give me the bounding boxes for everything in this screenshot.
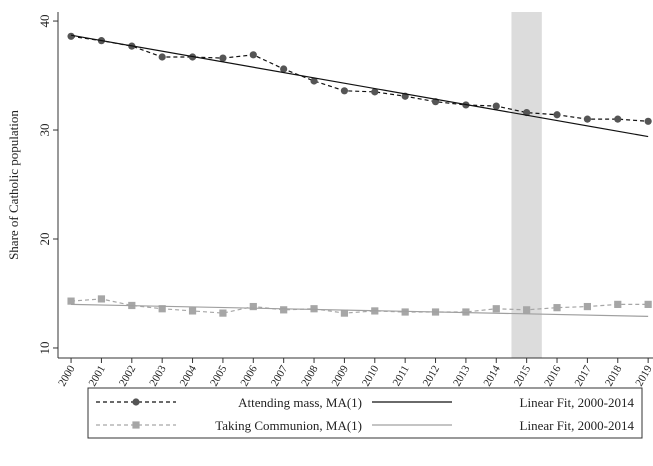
shaded-region <box>511 12 542 358</box>
series-line <box>70 35 649 122</box>
data-point <box>583 302 591 311</box>
data-point <box>158 305 166 313</box>
x-tick-label: 2000 <box>56 363 78 388</box>
y-tick-label: 40 <box>37 15 52 28</box>
series-line <box>71 298 649 314</box>
data-point <box>644 117 652 125</box>
data-point <box>583 115 591 123</box>
data-point <box>67 32 75 40</box>
y-tick-label: 20 <box>37 232 52 245</box>
data-point <box>523 306 531 314</box>
x-tick-label: 2015 <box>512 363 534 388</box>
x-tick-label: 2007 <box>269 363 291 388</box>
data-point <box>310 77 318 85</box>
y-tick-label: 30 <box>37 124 52 137</box>
data-point <box>188 307 197 315</box>
y-tick-label: 10 <box>37 341 52 354</box>
data-point <box>644 300 652 308</box>
x-tick-label: 2011 <box>391 364 412 389</box>
x-tick-label: 2016 <box>542 363 564 388</box>
data-point <box>553 304 561 312</box>
data-point <box>219 309 227 317</box>
legend-label: Linear Fit, 2000-2014 <box>520 395 635 410</box>
x-tick-label: 2013 <box>451 363 473 388</box>
data-point <box>249 51 257 59</box>
data-point <box>614 300 622 308</box>
data-point <box>553 111 561 119</box>
legend-box <box>87 387 643 439</box>
x-tick-label: 2003 <box>147 363 169 388</box>
data-point <box>492 102 500 110</box>
x-tick-label: 2001 <box>87 364 108 389</box>
y-axis-label: Share of Catholic population <box>6 110 21 260</box>
data-point <box>219 54 227 62</box>
x-tick-label: 2017 <box>573 363 595 388</box>
data-point <box>492 305 500 313</box>
x-tick-label: 2005 <box>208 363 230 388</box>
legend-marker <box>132 421 140 429</box>
data-point <box>371 88 379 96</box>
series-line <box>71 303 649 317</box>
data-point <box>340 309 349 317</box>
x-tick-label: 2002 <box>117 364 138 389</box>
x-tick-label: 2019 <box>633 363 653 388</box>
series-line <box>70 34 649 138</box>
data-point <box>158 53 166 61</box>
data-point <box>97 295 106 303</box>
data-point <box>614 115 622 123</box>
legend-label: Taking Communion, MA(1) <box>215 418 362 433</box>
data-point <box>340 87 349 95</box>
x-tick-label: 2018 <box>603 363 625 388</box>
legend-label: Attending mass, MA(1) <box>238 395 362 410</box>
legend-marker <box>132 398 140 406</box>
x-tick-label: 2004 <box>178 363 200 388</box>
data-point <box>280 306 288 314</box>
x-tick-label: 2006 <box>239 363 261 388</box>
x-tick-label: 2012 <box>421 364 442 389</box>
data-point <box>280 65 288 73</box>
data-point <box>310 305 318 313</box>
data-point <box>67 297 75 305</box>
x-tick-label: 2008 <box>299 363 321 388</box>
legend-label: Linear Fit, 2000-2014 <box>520 418 635 433</box>
x-tick-label: 2009 <box>330 363 352 388</box>
x-tick-label: 2010 <box>360 363 382 388</box>
data-point <box>249 302 257 311</box>
data-point <box>401 308 409 316</box>
x-tick-label: 2014 <box>481 363 503 388</box>
